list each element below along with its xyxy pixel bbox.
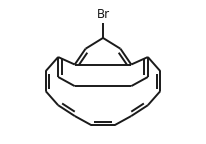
Text: Br: Br xyxy=(96,8,110,21)
